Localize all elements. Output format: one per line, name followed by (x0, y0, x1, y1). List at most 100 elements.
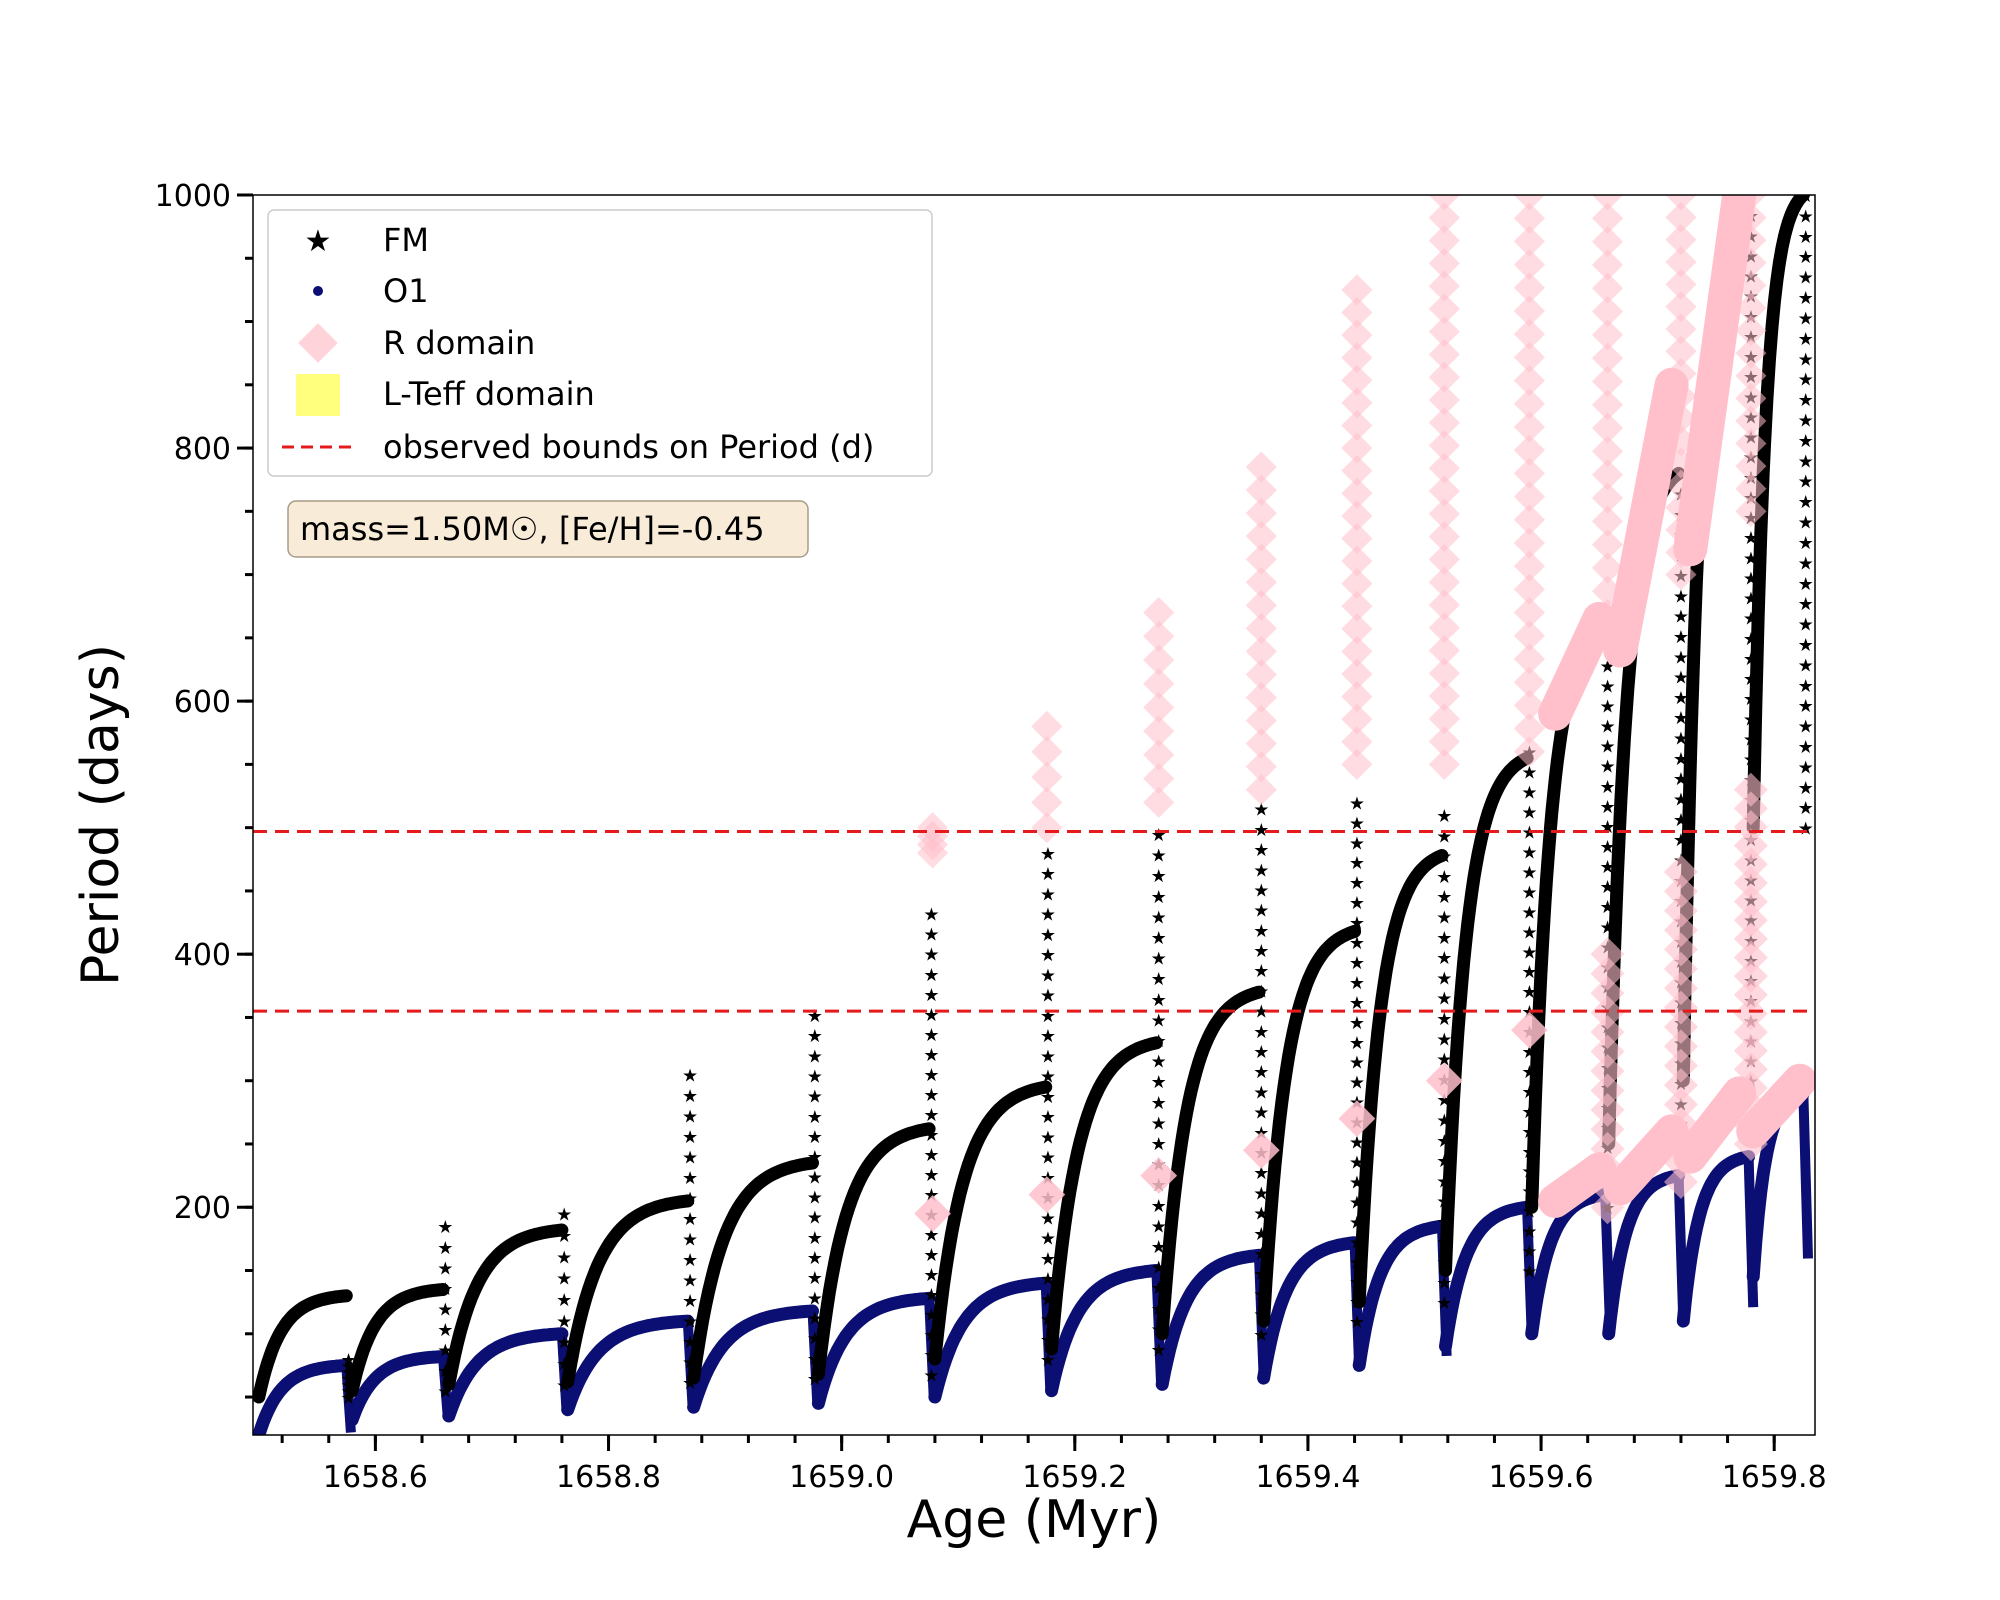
r-domain-diamond (1242, 1131, 1280, 1169)
fm-star-marker: ★ (1798, 635, 1814, 656)
r-domain-diamond (1663, 951, 1698, 986)
fm-star-marker: ★ (1349, 1013, 1365, 1034)
fm-star-marker: ★ (807, 1006, 823, 1027)
r-domain-diamond (1663, 1087, 1698, 1122)
legend-lteff-square-icon (296, 374, 340, 416)
fm-star-marker: ★ (1798, 329, 1814, 350)
r-domain-diamond (1591, 295, 1624, 328)
fm-star-marker: ★ (682, 1250, 698, 1271)
r-domain-diamond (1511, 1011, 1548, 1049)
fm-star-marker: ★ (1253, 1062, 1269, 1083)
fm-star-marker: ★ (1349, 873, 1365, 894)
r-domain-diamond (1591, 459, 1624, 491)
fm-star-marker: ★ (1521, 882, 1537, 903)
fm-star-marker: ★ (1253, 1042, 1269, 1063)
fm-star-marker: ★ (1040, 1148, 1056, 1169)
fm-pulse-curve (442, 1223, 569, 1391)
fm-star-marker: ★ (1040, 1127, 1056, 1148)
r-domain-diamond (1245, 451, 1277, 483)
fm-star-marker: ★ (1253, 880, 1269, 901)
r-domain-diamond (1341, 296, 1373, 329)
fm-star-marker: ★ (1040, 884, 1056, 905)
r-domain-diamond (1735, 405, 1767, 437)
r-domain-diamond (1140, 1157, 1178, 1194)
y-tick-label: 600 (174, 685, 231, 720)
r-domain-diamond (1733, 828, 1768, 863)
r-domain-diamond (1591, 319, 1624, 351)
o1-pulse-curve (345, 1350, 450, 1427)
r-domain-diamond (1341, 455, 1373, 487)
fm-star-marker: ★ (1151, 825, 1167, 846)
fm-pulse-curve (928, 1080, 1053, 1366)
fm-star-marker: ★ (1349, 953, 1365, 974)
r-domain-diamond (1735, 337, 1767, 369)
fm-star-marker: ★ (1151, 1031, 1167, 1052)
fm-star-marker: ★ (1253, 961, 1269, 982)
fm-star-marker: ★ (1040, 1006, 1056, 1027)
o1-pulse-curve (687, 1304, 819, 1414)
r-domain-diamond (1513, 341, 1545, 373)
r-domain-diamond (1428, 316, 1460, 348)
o1-pulse-curve (442, 1327, 569, 1423)
fm-star-marker: ★ (556, 1311, 572, 1332)
r-domain-diamond (1663, 913, 1698, 948)
r-domain-diamond (1513, 318, 1545, 350)
fm-star-marker: ★ (1151, 1093, 1167, 1114)
r-domain-diamond (1735, 292, 1767, 324)
r-domain-diamond (1733, 1033, 1768, 1068)
o1-pulse-curve (1525, 1188, 1612, 1341)
r-domain-diamond (1663, 874, 1698, 909)
fm-star-marker: ★ (1436, 887, 1452, 908)
fm-star-marker: ★ (1798, 533, 1814, 554)
o1-pulse-curve (1257, 1236, 1362, 1385)
r-domain-diamond (1428, 293, 1460, 325)
fm-star-marker: ★ (1436, 907, 1452, 928)
fm-star-marker: ★ (1436, 1029, 1452, 1050)
fm-star-marker: ★ (682, 1147, 698, 1168)
fm-star-marker: ★ (1253, 921, 1269, 942)
x-axis: 1658.6 1658.8 1659.0 1659.2 1659.4 1659.6 1659… (280, 1435, 1827, 1495)
fm-star-marker: ★ (437, 1217, 453, 1238)
fm-star-marker: ★ (556, 1290, 572, 1311)
r-domain-diamond (1513, 411, 1545, 443)
fm-pulse-curve (253, 1289, 353, 1404)
o1-pulse-drop (1798, 1093, 1814, 1259)
fm-star-marker: ★ (1436, 1050, 1452, 1071)
r-domain-diamond (1031, 710, 1063, 742)
o1-pulse-curve (1155, 1248, 1266, 1391)
r-domain-diamond (1341, 342, 1373, 374)
plot-frame (252, 194, 1816, 1436)
r-domain-diamond (1663, 1029, 1698, 1064)
fm-star-marker: ★ (923, 1005, 939, 1026)
r-domain-diamond (1028, 1176, 1066, 1213)
fm-star-marker: ★ (1436, 826, 1452, 847)
y-tick-label: 1000 (155, 179, 231, 214)
fm-pulse-curve (811, 1122, 936, 1381)
fm-star-marker: ★ (682, 1270, 698, 1291)
legend-label-observed-bounds: observed bounds on Period (d) (383, 428, 874, 466)
fm-star-marker: ★ (1436, 928, 1452, 949)
fm-star-marker: ★ (556, 1269, 572, 1290)
fm-star-marker: ★ (1436, 948, 1452, 969)
fm-star-marker: ★ (1040, 945, 1056, 966)
fm-star-marker: ★ (1151, 1216, 1167, 1237)
r-domain-diamond (1665, 291, 1697, 323)
fm-star-marker: ★ (807, 1026, 823, 1047)
fm-star-marker: ★ (1599, 757, 1615, 778)
legend-label-lteff-domain: L-Teff domain (383, 375, 595, 413)
o1-pulse-curve (561, 1314, 695, 1417)
r-domain-diamond (1590, 937, 1625, 972)
fm-star-marker: ★ (1798, 451, 1814, 472)
fm-star-marker: ★ (1798, 757, 1814, 778)
o1-pulse-curve (1676, 1150, 1756, 1328)
r-domain-diamond (1733, 847, 1768, 882)
fm-star-marker: ★ (1253, 1183, 1269, 1204)
r-domain-diamond (1513, 295, 1545, 327)
r-domain-diamond (1733, 940, 1768, 975)
fm-star-marker: ★ (1253, 840, 1269, 861)
r-domain-diamond (1735, 360, 1767, 392)
fm-star-marker: ★ (1436, 968, 1452, 989)
r-domain-diamond (1428, 338, 1460, 370)
fm-star-marker: ★ (1798, 819, 1814, 840)
fm-star-marker: ★ (1599, 717, 1615, 738)
